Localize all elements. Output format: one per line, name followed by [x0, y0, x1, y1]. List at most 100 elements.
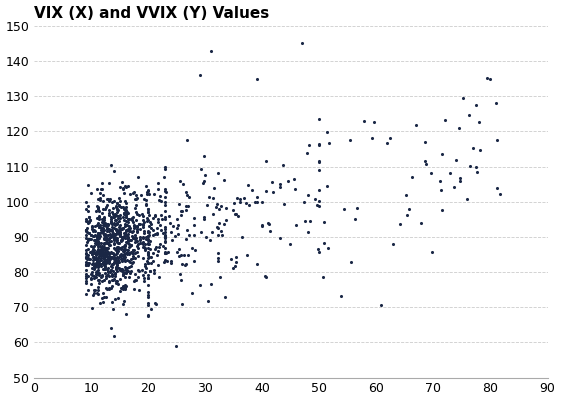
Point — [214, 225, 223, 232]
Point — [93, 270, 102, 276]
Point — [157, 212, 165, 219]
Point — [142, 200, 151, 207]
Point — [93, 271, 102, 277]
Point — [101, 253, 110, 259]
Point — [132, 243, 141, 249]
Point — [104, 284, 113, 291]
Point — [82, 246, 91, 253]
Point — [213, 169, 222, 176]
Point — [103, 196, 112, 202]
Point — [131, 236, 140, 243]
Point — [493, 184, 502, 191]
Point — [87, 251, 96, 257]
Point — [90, 249, 99, 255]
Point — [112, 277, 121, 284]
Point — [106, 254, 115, 260]
Point — [232, 195, 241, 201]
Point — [112, 200, 121, 206]
Point — [130, 277, 139, 284]
Point — [178, 181, 187, 188]
Point — [153, 219, 162, 225]
Point — [106, 227, 115, 233]
Point — [112, 254, 121, 260]
Point — [153, 186, 162, 192]
Point — [122, 210, 131, 216]
Point — [150, 231, 159, 237]
Point — [134, 241, 142, 247]
Point — [94, 230, 103, 236]
Point — [122, 232, 131, 238]
Point — [136, 237, 145, 243]
Point — [99, 255, 108, 262]
Point — [109, 198, 118, 204]
Point — [144, 237, 153, 243]
Point — [96, 248, 105, 254]
Point — [117, 179, 126, 186]
Point — [86, 249, 95, 255]
Point — [145, 253, 154, 260]
Point — [111, 296, 120, 302]
Point — [84, 235, 93, 242]
Point — [105, 269, 114, 275]
Point — [493, 137, 502, 143]
Point — [139, 272, 148, 278]
Point — [112, 246, 121, 252]
Point — [121, 223, 130, 229]
Point — [95, 270, 104, 276]
Point — [144, 274, 153, 281]
Point — [112, 260, 121, 267]
Point — [111, 255, 119, 261]
Point — [250, 199, 259, 205]
Point — [134, 253, 142, 259]
Point — [145, 190, 154, 197]
Point — [93, 231, 102, 237]
Point — [130, 196, 139, 202]
Point — [109, 233, 118, 239]
Point — [99, 215, 108, 221]
Point — [98, 243, 107, 249]
Point — [93, 222, 102, 229]
Point — [119, 298, 128, 304]
Point — [286, 241, 295, 247]
Point — [195, 72, 204, 78]
Point — [178, 300, 187, 307]
Point — [96, 227, 105, 234]
Point — [87, 232, 96, 238]
Point — [126, 259, 135, 265]
Point — [128, 214, 137, 220]
Point — [324, 140, 333, 146]
Point — [103, 245, 112, 251]
Point — [144, 229, 153, 235]
Point — [122, 214, 131, 220]
Point — [104, 207, 113, 213]
Point — [91, 208, 100, 215]
Point — [125, 228, 134, 234]
Point — [99, 219, 108, 226]
Point — [95, 222, 104, 229]
Point — [150, 270, 159, 276]
Point — [231, 259, 240, 265]
Point — [462, 196, 471, 203]
Point — [126, 237, 135, 243]
Point — [100, 245, 109, 251]
Point — [92, 203, 101, 209]
Point — [126, 225, 135, 231]
Point — [81, 227, 90, 233]
Point — [181, 261, 190, 267]
Point — [103, 272, 112, 278]
Point — [132, 223, 141, 229]
Point — [215, 220, 224, 227]
Point — [104, 240, 113, 247]
Point — [99, 221, 108, 227]
Point — [102, 251, 111, 258]
Point — [153, 262, 162, 268]
Point — [115, 225, 124, 232]
Point — [260, 273, 269, 279]
Point — [102, 239, 111, 246]
Point — [109, 214, 118, 220]
Point — [222, 217, 231, 223]
Point — [149, 232, 158, 239]
Point — [215, 274, 224, 280]
Point — [123, 218, 132, 225]
Point — [181, 203, 190, 209]
